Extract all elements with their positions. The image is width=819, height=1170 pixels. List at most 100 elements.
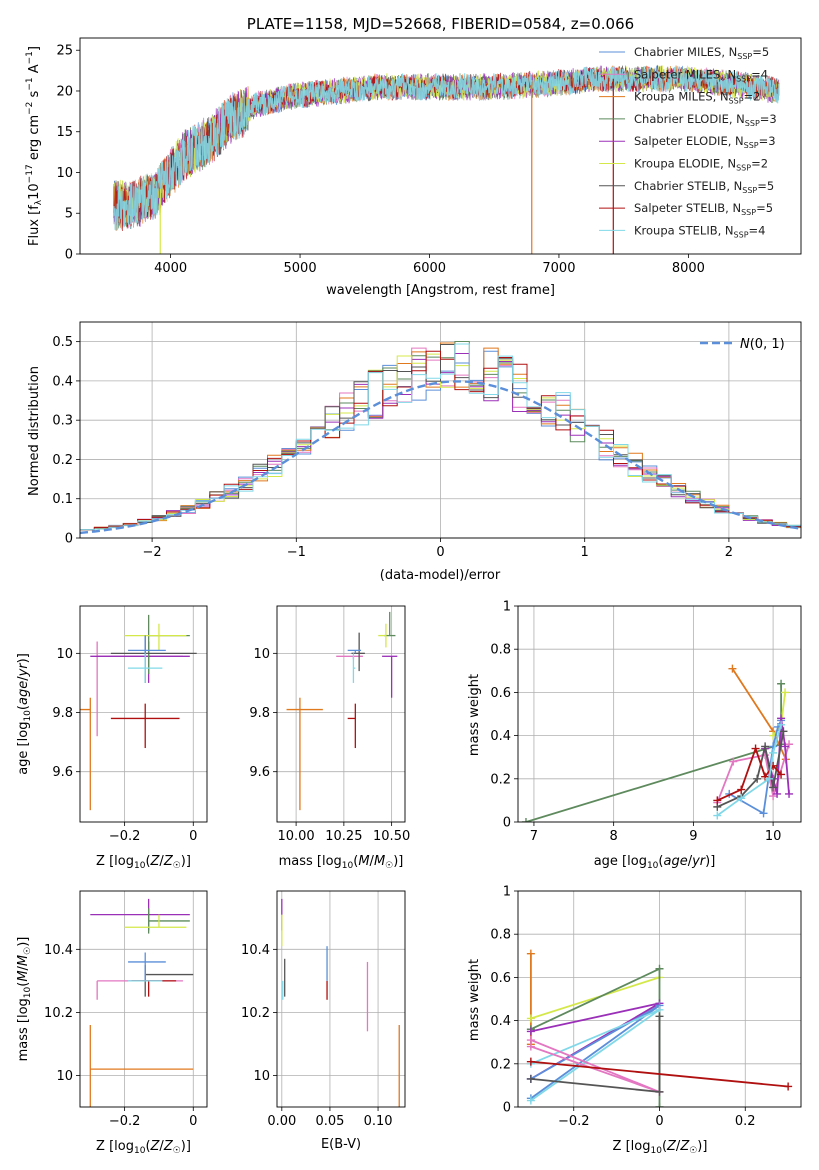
- y-tick-label: 20: [56, 84, 73, 99]
- x-tick-label: 0.00: [267, 1114, 296, 1129]
- age-vs-metallicity-plot: −0.2 0 9.6 9.8 10: [52, 605, 208, 844]
- age-vs-mass-xlabel: mass [log10(M/M☉)]: [279, 854, 404, 871]
- data-point: [128, 653, 163, 683]
- data-point: [147, 908, 190, 934]
- weight-vs-metallicity-ylabel: mass weight: [467, 959, 482, 1041]
- weight-marker: [655, 1103, 664, 1107]
- histogram-step: [80, 344, 801, 531]
- weight-marker: [753, 774, 762, 783]
- y-tick-label: 9.6: [52, 765, 73, 780]
- weight-marker: [777, 770, 786, 779]
- weight-marker: [521, 818, 530, 822]
- y-tick-label: 0: [503, 1101, 511, 1116]
- data-point: [147, 614, 190, 675]
- data-point: [131, 980, 177, 997]
- axes-frame: [79, 605, 208, 823]
- legend-entry: Kroupa ELODIE, NSSP=2: [634, 157, 768, 173]
- histogram-step: [80, 350, 801, 531]
- mass-vs-metallicity-panel: −0.2 0 10 10.2 10.4 Z [log10(Z/Z☉)] mass [lo…: [16, 890, 208, 1156]
- weight-marker: [759, 809, 768, 818]
- legend-entry: Kroupa MILES, NSSP=2: [634, 90, 760, 106]
- mass-vs-extinction-panel: 0.00 0.05 0.10 10 10.2 10.4 E(B-V): [241, 890, 406, 1152]
- weight-marker: [526, 1074, 535, 1083]
- weight-marker: [729, 757, 738, 766]
- weight-marker: [769, 748, 778, 757]
- y-tick-label: 10: [253, 1069, 270, 1084]
- weight-series-group: [521, 664, 794, 822]
- data-point: [110, 703, 180, 749]
- data-point: [110, 635, 197, 683]
- mass-vs-metallicity-xlabel: Z [log10(Z/Z☉)]: [96, 1139, 191, 1156]
- y-tick-label: 25: [56, 44, 73, 59]
- age-vs-metallicity-panel: −0.2 0 9.6 9.8 10 Z [log10(Z/Z☉)] age [log10…: [16, 605, 208, 871]
- y-tick-label: 0: [503, 816, 511, 831]
- weight-marker: [781, 688, 790, 697]
- data-point: [124, 623, 187, 651]
- weight-marker: [713, 811, 722, 820]
- weight-marker: [784, 1082, 793, 1091]
- data-point: [89, 1025, 194, 1107]
- weight-vs-metallicity-plot: −0.2 0 0.2 0 0.2 0.4 0.6 0.8 1: [490, 885, 802, 1129]
- y-tick-label: 0.2: [52, 453, 73, 468]
- y-tick-label: 0.6: [490, 686, 511, 701]
- weight-line: [530, 1060, 789, 1088]
- weight-marker: [761, 742, 770, 751]
- x-tick-label: 7000: [542, 261, 575, 276]
- data-point: [352, 653, 356, 683]
- data-point: [286, 697, 323, 811]
- data-point: [347, 703, 356, 749]
- spectrum-title: PLATE=1158, MJD=52668, FIBERID=0584, z=0…: [247, 15, 634, 33]
- weight-marker: [765, 774, 774, 783]
- y-tick-label: 0.3: [52, 414, 73, 429]
- x-tick-label: 10.00: [277, 829, 314, 844]
- data-point: [347, 649, 362, 654]
- mass-vs-extinction-plot: 0.00 0.05 0.10 10 10.2 10.4: [241, 890, 406, 1129]
- weight-marker: [779, 727, 788, 736]
- mass-vs-metallicity-ylabel: mass [log10(M/M☉)]: [16, 937, 33, 1062]
- y-tick-label: 15: [56, 125, 73, 140]
- x-tick-label: 1: [581, 545, 589, 560]
- mass-vs-metallicity-plot: −0.2 0 10 10.2 10.4: [44, 890, 208, 1129]
- x-tick-label: 2: [725, 545, 733, 560]
- y-tick-label: 0: [65, 248, 73, 263]
- spectrum-line: [113, 65, 780, 231]
- errorbar-group: [281, 898, 400, 1107]
- y-tick-label: 9.8: [52, 706, 73, 721]
- errorbar-group: [80, 614, 197, 811]
- data-point: [124, 914, 187, 928]
- x-tick-label: 10: [765, 829, 782, 844]
- age-vs-metallicity-xlabel: Z [log10(Z/Z☉)]: [96, 854, 191, 871]
- weight-line: [716, 745, 782, 802]
- y-tick-label: 0.4: [490, 729, 511, 744]
- x-tick-label: 8: [610, 829, 618, 844]
- x-tick-label: −0.2: [558, 1114, 590, 1129]
- y-tick-label: 9.6: [249, 765, 270, 780]
- weight-marker: [526, 1036, 535, 1045]
- age-vs-mass-plot: 10.00 10.25 10.50 9.6 9.8 10: [249, 605, 410, 844]
- axes-frame: [276, 605, 406, 823]
- weight-marker: [751, 744, 760, 753]
- weight-vs-age-ylabel: mass weight: [467, 674, 482, 756]
- weight-marker: [728, 664, 737, 673]
- data-point: [96, 980, 183, 1000]
- y-tick-label: 10: [56, 166, 73, 181]
- spectrum-plot: 4000 5000 6000 7000 8000 0 5 10 15 20 25 Chabrier M…: [56, 37, 802, 276]
- weight-line: [530, 1008, 661, 1102]
- weight-marker: [713, 796, 722, 805]
- y-tick-label: 10.4: [44, 943, 73, 958]
- data-point: [382, 655, 398, 698]
- weight-marker: [769, 783, 778, 792]
- weight-marker: [526, 1096, 535, 1105]
- axes-frame: [517, 605, 802, 823]
- weight-marker: [777, 679, 786, 688]
- histogram-group: [80, 341, 801, 535]
- age-vs-mass-panel: 10.00 10.25 10.50 9.6 9.8 10 mass [log10(M/M☉…: [249, 605, 410, 871]
- x-tick-label: −0.2: [109, 829, 141, 844]
- weight-marker: [773, 789, 782, 798]
- x-tick-label: 6000: [413, 261, 446, 276]
- y-tick-label: 10: [56, 1069, 73, 1084]
- y-tick-label: 0: [65, 532, 73, 547]
- y-tick-label: 10.2: [44, 1006, 73, 1021]
- y-tick-label: 10.4: [241, 943, 270, 958]
- x-tick-label: 10.25: [325, 829, 362, 844]
